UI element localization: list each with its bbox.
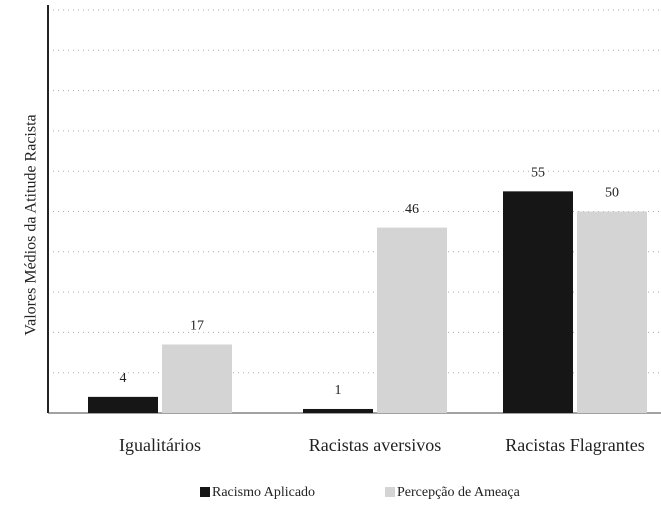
x-tick-label: Racistas Flagrantes — [505, 435, 644, 455]
bar — [503, 191, 573, 413]
bar — [303, 408, 373, 413]
value-label: 17 — [190, 319, 204, 334]
legend-swatch — [200, 487, 210, 497]
bar — [162, 344, 232, 413]
x-tick-label: Racistas aversivos — [309, 435, 441, 455]
x-tick-label: Igualitários — [119, 435, 201, 455]
legend-label: Racismo Aplicado — [212, 485, 315, 500]
value-label: 46 — [405, 202, 419, 217]
legend-swatch — [385, 487, 395, 497]
legend-label: Percepção de Ameaça — [397, 485, 521, 500]
bar — [88, 396, 158, 413]
value-label: 50 — [605, 186, 619, 201]
bar — [377, 227, 447, 413]
value-label: 1 — [335, 383, 342, 398]
bar — [577, 211, 647, 413]
y-axis-label: Valores Médios da Atitude Racista — [23, 114, 40, 335]
value-label: 4 — [120, 371, 127, 386]
value-label: 55 — [531, 166, 545, 181]
